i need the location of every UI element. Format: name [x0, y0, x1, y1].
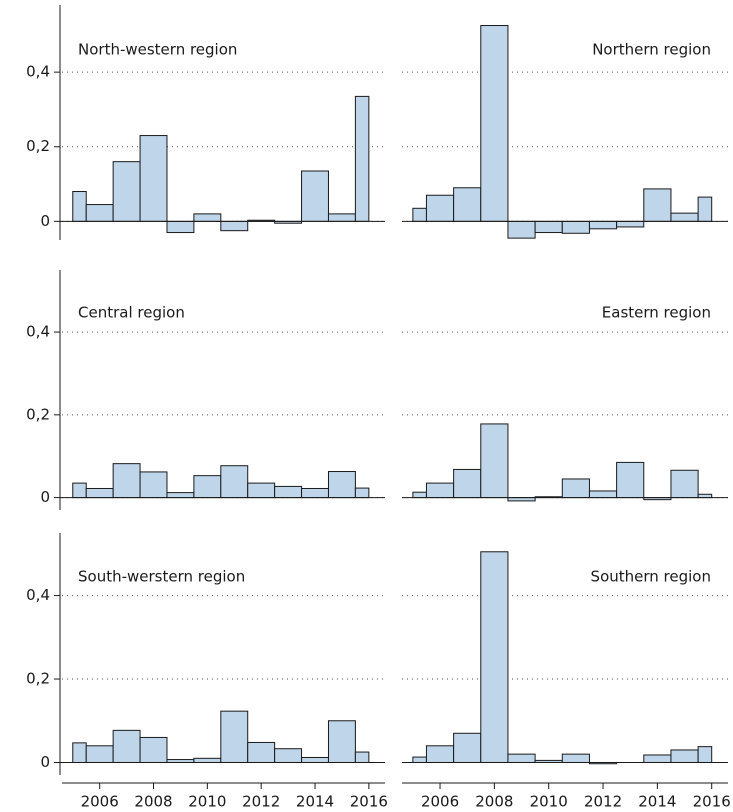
- y-tick-label: 0,4: [26, 63, 50, 81]
- x-tick-label: 2006: [81, 793, 119, 811]
- x-tick-label: 2010: [530, 793, 568, 811]
- bar: [112, 729, 141, 763]
- bar: [412, 207, 427, 222]
- bar: [534, 220, 563, 234]
- x-tick-label: 2016: [350, 793, 388, 811]
- bar: [480, 551, 509, 763]
- bar: [412, 491, 427, 499]
- bar: [588, 220, 618, 230]
- bar: [274, 748, 303, 763]
- bar: [301, 756, 329, 763]
- x-tick-label: 2012: [242, 793, 280, 811]
- y-tick-label: 0,4: [26, 586, 50, 604]
- bar: [193, 757, 222, 763]
- bar: [670, 469, 699, 499]
- bar: [220, 465, 249, 499]
- bar: [480, 25, 509, 222]
- bar: [697, 746, 713, 763]
- x-tick-label: 2006: [421, 793, 459, 811]
- bar: [193, 213, 222, 222]
- bar: [166, 220, 195, 234]
- bar: [301, 487, 329, 499]
- bar: [354, 751, 370, 763]
- bar: [247, 741, 276, 763]
- bar: [561, 753, 590, 763]
- bar: [327, 471, 356, 499]
- bar: [274, 485, 303, 499]
- y-tick-label: 0,4: [26, 323, 50, 341]
- bar: [72, 482, 87, 499]
- panel-title: Northern region: [592, 41, 711, 59]
- bar: [112, 463, 141, 499]
- bar: [507, 753, 536, 763]
- bar: [425, 745, 455, 763]
- bar: [588, 490, 618, 499]
- bar: [327, 213, 356, 222]
- x-tick-label: 2014: [296, 793, 334, 811]
- y-tick-label: 0: [40, 488, 50, 506]
- bar: [220, 710, 249, 763]
- bar: [354, 95, 370, 222]
- bar: [561, 220, 590, 234]
- x-tick-label: 2014: [638, 793, 676, 811]
- bar: [616, 220, 645, 228]
- bar: [72, 742, 87, 763]
- y-tick-label: 0,2: [26, 670, 50, 688]
- bar: [670, 212, 699, 222]
- bar: [480, 423, 509, 499]
- bar: [327, 720, 356, 763]
- x-tick-label: 2008: [475, 793, 513, 811]
- x-tick-label: 2016: [693, 793, 731, 811]
- bar: [193, 475, 222, 499]
- bar: [453, 187, 482, 222]
- bar: [643, 754, 672, 763]
- panel-title: Central region: [78, 304, 185, 322]
- x-tick-label: 2010: [188, 793, 226, 811]
- bar: [139, 736, 168, 763]
- bar: [507, 220, 536, 239]
- bar: [616, 461, 645, 499]
- bar: [453, 732, 482, 763]
- bar: [301, 170, 329, 222]
- bar: [166, 492, 195, 499]
- panel-title: North-western region: [78, 41, 237, 59]
- panel-title: Eastern region: [602, 304, 711, 322]
- bar: [697, 196, 713, 222]
- y-tick-label: 0,2: [26, 405, 50, 423]
- y-tick-label: 0: [40, 212, 50, 230]
- panel-title: South-werstern region: [78, 568, 245, 586]
- bar: [425, 482, 455, 499]
- bar: [112, 161, 141, 222]
- bar: [670, 749, 699, 763]
- bar: [85, 745, 114, 763]
- bar: [85, 487, 114, 499]
- bar: [139, 471, 168, 499]
- bar: [643, 188, 672, 222]
- bar: [72, 191, 87, 222]
- bar: [247, 482, 276, 499]
- y-tick-label: 0: [40, 753, 50, 771]
- bar: [561, 478, 590, 499]
- bar: [220, 220, 249, 232]
- x-tick-label: 2008: [134, 793, 172, 811]
- bar: [425, 194, 455, 222]
- bar: [354, 487, 370, 499]
- bar: [453, 468, 482, 499]
- bar: [139, 135, 168, 222]
- bar: [412, 756, 427, 763]
- x-tick-label: 2012: [584, 793, 622, 811]
- y-tick-label: 0,2: [26, 137, 50, 155]
- panel-title: Southern region: [591, 568, 711, 586]
- bar: [85, 204, 114, 222]
